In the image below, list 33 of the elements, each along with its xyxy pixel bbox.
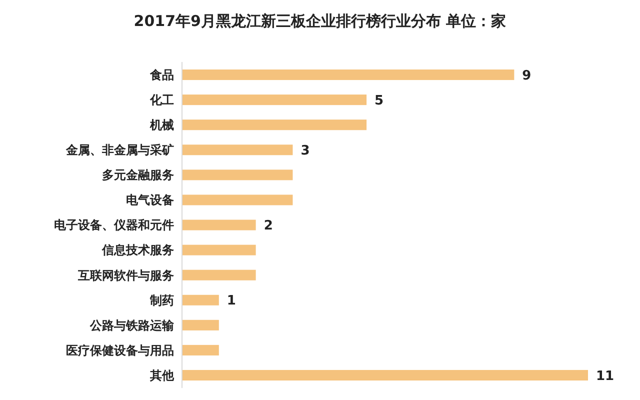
bar: [182, 70, 514, 80]
data-label: 5: [374, 93, 384, 108]
y-tick-label: 电子设备、仪器和元件: [54, 218, 174, 232]
bar: [182, 294, 219, 306]
data-label: 11: [596, 368, 614, 384]
y-tick-label: 机械: [149, 118, 174, 132]
bar: [182, 170, 293, 180]
data-label: 1: [226, 294, 236, 309]
y-tick-label: 互联网软件与服务: [77, 268, 174, 282]
y-tick-label: 化工: [149, 93, 174, 108]
bar: [182, 370, 588, 380]
bar: [182, 120, 367, 130]
y-tick-label: 其他: [149, 368, 175, 382]
y-tick-label: 多元金融服务: [102, 168, 174, 182]
data-label: 2: [264, 218, 273, 234]
y-tick-label: 金属、非金属与采矿: [65, 143, 174, 158]
bar: [182, 194, 293, 206]
y-tick-label: 医疗保健设备与用品: [66, 343, 174, 358]
y-tick-label: 食品: [149, 68, 174, 82]
data-label: 3: [300, 143, 310, 158]
y-tick-label: 公路与铁路运输: [89, 318, 175, 332]
data-label: 9: [522, 68, 532, 84]
y-tick-label: 电气设备: [126, 193, 174, 208]
chart-title: 2017年9月黑龙江新三板企业排行榜行业分布 单位：家: [134, 12, 506, 30]
bar: [182, 320, 219, 330]
y-tick-label: 信息技术服务: [101, 243, 174, 258]
bar: [182, 344, 219, 356]
bar: [182, 94, 367, 106]
y-tick-label: 制药: [149, 293, 174, 308]
bar: [182, 244, 256, 256]
bar: [182, 220, 256, 230]
bar: [182, 270, 256, 280]
bar: [182, 144, 293, 156]
